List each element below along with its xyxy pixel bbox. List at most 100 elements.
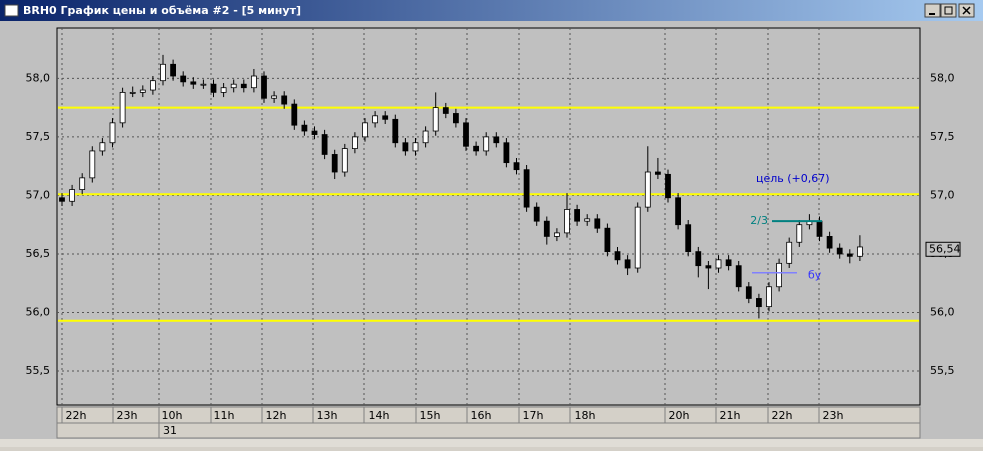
candle-body — [250, 75, 257, 89]
time-label: 22h — [772, 409, 793, 422]
scrollbar[interactable] — [0, 439, 983, 447]
restore-button[interactable] — [940, 3, 957, 18]
candle-body — [665, 173, 671, 199]
y-tick-label-right: 57,0 — [930, 188, 955, 201]
candle-body — [543, 220, 550, 237]
candle-body — [675, 197, 681, 226]
candle-body — [836, 247, 843, 255]
candle-body — [59, 197, 65, 202]
candle-body — [79, 177, 86, 190]
candle-body — [331, 154, 338, 173]
candle-body — [89, 150, 96, 179]
y-tick-label-right: 55,5 — [930, 364, 955, 377]
candle-body — [533, 206, 540, 222]
plot: 58,058,057,557,557,057,056,556,556,056,0… — [26, 28, 961, 438]
time-label: 23h — [117, 409, 138, 422]
candle-body — [705, 265, 712, 269]
candle-body — [230, 83, 237, 89]
candle-body — [99, 142, 106, 152]
y-tick-label-left: 56,0 — [26, 306, 51, 319]
candle-body — [422, 130, 429, 144]
candle-body — [816, 220, 823, 237]
restore-glyph — [944, 6, 953, 15]
candle-body — [412, 142, 419, 152]
candle-body — [574, 209, 580, 222]
candle-body — [362, 122, 368, 138]
time-label: 22h — [66, 409, 87, 422]
candle-body — [220, 87, 227, 93]
time-label: 14h — [369, 409, 390, 422]
y-tick-label-left: 57,0 — [26, 188, 51, 201]
candle-body — [614, 251, 621, 261]
candle-body — [745, 286, 752, 299]
candle-body — [170, 63, 177, 77]
candle-body — [715, 259, 722, 269]
candle-body — [442, 107, 449, 114]
window-buttons[interactable] — [924, 3, 975, 18]
candle-body — [281, 95, 288, 105]
candle-body — [554, 232, 560, 237]
candle-body — [584, 218, 591, 222]
candle-body — [594, 218, 601, 229]
time-label: 13h — [317, 409, 338, 422]
candle-body — [160, 63, 166, 82]
candle-body — [200, 83, 207, 86]
candle-body — [624, 259, 631, 269]
time-label: 16h — [471, 409, 492, 422]
candle-body — [513, 162, 520, 171]
candle-body — [685, 224, 692, 253]
candle-body — [786, 241, 793, 264]
candle-body — [341, 148, 348, 173]
candle-body — [271, 95, 278, 99]
candle-body — [109, 122, 116, 144]
plot-area — [56, 27, 921, 406]
candle-body — [564, 209, 570, 234]
candle-body — [796, 224, 803, 243]
candle-body — [776, 262, 782, 288]
candle-body — [463, 122, 469, 147]
candle-body — [695, 251, 702, 267]
last-price-box — [925, 241, 961, 257]
candle-body — [655, 171, 661, 175]
candle-body — [372, 115, 379, 124]
candle-body — [826, 236, 833, 249]
minimize-button[interactable] — [924, 3, 941, 18]
candle-body — [129, 91, 136, 94]
y-tick-label-left: 57,5 — [26, 130, 51, 143]
candle-body — [119, 91, 126, 124]
annotation: бу — [808, 269, 822, 282]
candle-body — [139, 89, 146, 93]
candle-body — [402, 142, 409, 152]
candle-body — [351, 136, 358, 149]
candle-body — [725, 259, 732, 267]
candle-body — [190, 81, 197, 85]
candle-body — [149, 80, 156, 91]
candle-body — [321, 134, 328, 155]
time-label: 11h — [214, 409, 235, 422]
candle-body — [493, 136, 500, 144]
window-title: BRH0 График цены и объёма #2 - [5 минут] — [23, 4, 301, 17]
y-tick-label-left: 55,5 — [26, 364, 51, 377]
y-tick-label-left: 58,0 — [26, 71, 51, 84]
candle-body — [644, 171, 651, 208]
candle-body — [301, 124, 308, 132]
candle-body — [846, 253, 853, 257]
time-label: 10h — [162, 409, 183, 422]
date-label: 31 — [163, 424, 177, 437]
candle-body — [311, 130, 318, 135]
time-label: 18h — [575, 409, 596, 422]
close-glyph — [962, 6, 971, 15]
candle-body — [857, 246, 863, 257]
candle-body — [432, 107, 439, 132]
candle-body — [634, 206, 641, 269]
candle-body — [473, 145, 480, 152]
y-tick-label-left: 56,5 — [26, 247, 51, 260]
date-axis — [56, 422, 921, 439]
title-bar — [0, 0, 983, 21]
candle-body — [210, 83, 217, 93]
time-label: 12h — [266, 409, 287, 422]
candle-body — [523, 169, 530, 208]
time-label: 21h — [720, 409, 741, 422]
